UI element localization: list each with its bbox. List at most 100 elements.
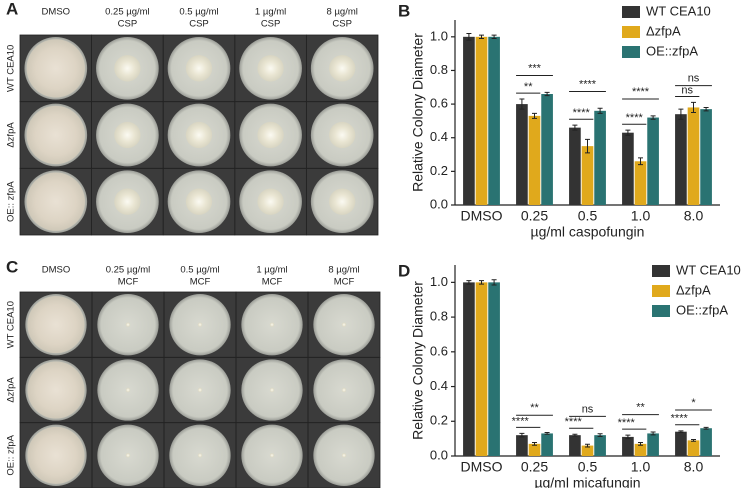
column-header: 8 µg/ml xyxy=(327,7,358,18)
significance-label: ** xyxy=(636,402,645,414)
bar xyxy=(488,282,500,456)
x-tick-label: 0.25 xyxy=(521,208,548,224)
legend-label: OE::zfpA xyxy=(646,43,698,58)
bar xyxy=(647,433,659,456)
legend-swatch xyxy=(652,305,670,317)
significance-label: **** xyxy=(573,107,591,119)
bar xyxy=(475,282,488,456)
error-bar xyxy=(466,280,472,285)
y-tick-label: 1.0 xyxy=(430,28,448,43)
y-tick-label: 0.8 xyxy=(430,62,448,77)
colony xyxy=(257,121,284,149)
colony xyxy=(329,121,356,149)
legend-swatch xyxy=(652,265,670,277)
row-label: OE:: zfpA xyxy=(6,434,17,475)
colony xyxy=(257,55,284,82)
error-bar xyxy=(625,434,631,440)
x-tick-label: 1.0 xyxy=(631,459,651,475)
significance-label: **** xyxy=(671,413,689,425)
x-tick-label: 8.0 xyxy=(684,459,704,475)
bar xyxy=(581,146,594,205)
column-header: CSP xyxy=(189,19,209,30)
colony xyxy=(185,121,213,149)
column-header: MCF xyxy=(262,277,283,288)
colony xyxy=(125,322,131,327)
bar xyxy=(475,36,488,206)
column-header: 1 µg/ml xyxy=(255,7,286,18)
colony xyxy=(269,322,275,327)
y-axis-label: Relative Colony Diameter xyxy=(410,281,426,440)
x-tick-label: DMSO xyxy=(461,208,503,224)
significance-label: *** xyxy=(528,62,542,74)
error-bar xyxy=(572,433,578,437)
y-tick-label: 0.2 xyxy=(430,163,448,178)
bar xyxy=(488,36,500,206)
error-bar xyxy=(625,129,631,136)
bar xyxy=(516,435,528,456)
bar xyxy=(687,440,700,456)
y-tick-label: 0.4 xyxy=(430,129,448,144)
panel-label: B xyxy=(398,1,410,20)
column-header: 0.5 µg/ml xyxy=(179,7,218,18)
bar xyxy=(516,104,528,205)
error-bar xyxy=(532,441,537,446)
error-bar xyxy=(479,34,484,39)
error-bar xyxy=(691,101,696,113)
significance-label: ** xyxy=(530,402,539,414)
x-tick-label: 0.5 xyxy=(578,459,598,475)
column-header: 8 µg/ml xyxy=(328,265,359,276)
error-bar xyxy=(703,106,709,112)
column-header: MCF xyxy=(190,277,211,288)
column-header: 1 µg/ml xyxy=(256,265,287,276)
error-bar xyxy=(650,431,656,436)
error-bar xyxy=(597,107,603,114)
y-tick-label: 0.6 xyxy=(430,96,448,111)
row-label: WT CEA10 xyxy=(6,45,17,92)
legend-swatch xyxy=(652,285,670,297)
bar xyxy=(569,435,581,456)
bar xyxy=(687,107,700,205)
legend-label: ΔzfpA xyxy=(646,23,681,38)
column-header: DMSO xyxy=(42,265,71,276)
significance-label: ns xyxy=(688,72,700,84)
column-header: MCF xyxy=(334,277,355,288)
column-header: 0.5 µg/ml xyxy=(180,265,219,276)
colony xyxy=(26,105,85,165)
colony xyxy=(185,188,213,215)
x-axis-label: µg/ml caspofungin xyxy=(531,224,645,240)
bar xyxy=(581,445,594,456)
bar xyxy=(463,36,475,206)
colony xyxy=(197,322,203,327)
error-bar xyxy=(585,138,590,154)
significance-label: * xyxy=(691,397,696,409)
colony xyxy=(341,322,347,327)
x-tick-label: 0.25 xyxy=(521,459,548,475)
significance-label: ** xyxy=(524,81,533,93)
bar xyxy=(594,435,606,456)
colony xyxy=(197,453,203,458)
error-bar xyxy=(479,280,484,285)
bar xyxy=(594,110,606,205)
error-bar xyxy=(597,433,603,438)
bar xyxy=(622,436,634,456)
y-tick-label: 0.8 xyxy=(430,309,448,324)
colony xyxy=(329,55,356,82)
significance-label: **** xyxy=(618,417,636,429)
colony xyxy=(114,55,141,82)
column-header: DMSO xyxy=(42,7,71,18)
error-bar xyxy=(519,432,525,438)
significance-label: **** xyxy=(632,86,650,98)
row-label: ΔzfpA xyxy=(6,377,17,403)
bar xyxy=(541,433,553,456)
legend-swatch xyxy=(622,46,640,58)
row-label: ΔzfpA xyxy=(6,122,17,148)
error-bar xyxy=(491,279,497,286)
column-header: 0.25 µg/ml xyxy=(105,7,150,18)
colony xyxy=(26,39,85,98)
column-header: CSP xyxy=(261,19,281,30)
bar xyxy=(700,109,712,205)
bar xyxy=(700,428,712,456)
error-bar xyxy=(691,439,696,442)
colony xyxy=(125,453,131,458)
photo-divider xyxy=(305,167,379,236)
